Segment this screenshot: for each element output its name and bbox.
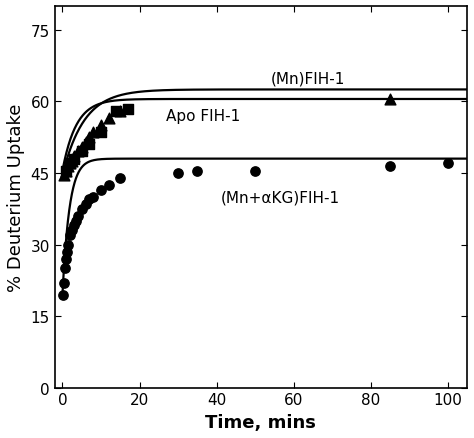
- Point: [74, 213, 82, 220]
- Point: [70, 223, 78, 230]
- Point: [90, 194, 97, 201]
- Point: [386, 163, 394, 170]
- Point: [251, 168, 259, 175]
- Point: [386, 96, 394, 103]
- Point: [64, 163, 72, 170]
- Point: [64, 249, 71, 256]
- Point: [72, 218, 80, 225]
- Point: [78, 144, 85, 151]
- Point: [68, 227, 76, 234]
- Point: [86, 196, 93, 203]
- Point: [66, 160, 74, 167]
- Point: [82, 139, 90, 146]
- Point: [62, 265, 69, 272]
- Text: (Mn)FIH-1: (Mn)FIH-1: [271, 71, 345, 86]
- Point: [68, 158, 76, 165]
- Point: [66, 160, 74, 167]
- X-axis label: Time, mins: Time, mins: [205, 413, 316, 431]
- Point: [444, 160, 452, 167]
- Point: [78, 206, 85, 213]
- Point: [70, 153, 78, 160]
- Point: [63, 256, 70, 263]
- Point: [117, 175, 124, 182]
- Point: [97, 123, 105, 130]
- Y-axis label: % Deuterium Uptake: % Deuterium Uptake: [7, 103, 25, 291]
- Point: [97, 187, 105, 194]
- Point: [124, 106, 132, 113]
- Point: [63, 168, 70, 175]
- Point: [60, 291, 67, 298]
- Point: [117, 108, 124, 115]
- Point: [174, 170, 182, 177]
- Point: [63, 168, 70, 175]
- Point: [82, 201, 90, 208]
- Text: Apo FIH-1: Apo FIH-1: [166, 109, 241, 124]
- Point: [74, 148, 82, 155]
- Point: [78, 148, 85, 155]
- Point: [97, 130, 105, 137]
- Point: [86, 134, 93, 141]
- Point: [86, 141, 93, 148]
- Point: [66, 232, 74, 239]
- Point: [61, 279, 68, 286]
- Point: [105, 115, 112, 122]
- Point: [64, 241, 72, 248]
- Point: [193, 168, 201, 175]
- Point: [90, 130, 97, 137]
- Point: [105, 182, 112, 189]
- Point: [61, 173, 68, 180]
- Point: [113, 108, 120, 115]
- Point: [70, 156, 78, 163]
- Text: (Mn+αKG)FIH-1: (Mn+αKG)FIH-1: [220, 190, 339, 205]
